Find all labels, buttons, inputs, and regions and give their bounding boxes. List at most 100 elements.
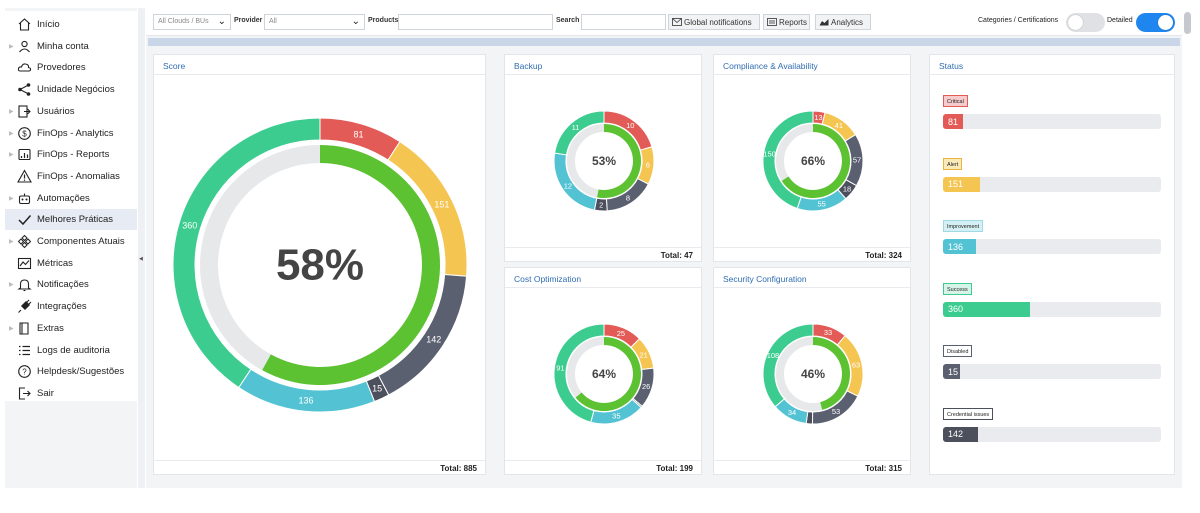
categories-certifications-toggle[interactable] (1066, 13, 1105, 32)
status-progress-fill: 15 (943, 364, 961, 379)
user-login-icon (17, 104, 32, 119)
sidebar-item-finops-reports[interactable]: ▶ FinOps - Reports (5, 144, 137, 165)
sidebar-item-melhores-praticas[interactable]: Melhores Práticas (5, 209, 137, 231)
clouds-bus-select[interactable]: All Clouds / BUs ⌄ (153, 14, 231, 30)
search-input[interactable] (581, 14, 666, 30)
help-icon: ? (17, 364, 32, 379)
list-icon (17, 343, 32, 358)
security-configuration-card: Security Configuration 33 63 53 34 108 46% To… (713, 267, 911, 475)
compliance-donut-chart: 13 41 57 18 55 150 66% (762, 110, 864, 212)
donut-segment-label: 150 (763, 149, 776, 158)
donut-inner-progress (262, 145, 441, 385)
warning-icon (17, 169, 32, 184)
cost-optimization-donut-chart: 25 21 26 35 91 64% (553, 323, 655, 425)
sidebar: Início ▶ Minha conta Provedores Unidade Negó… (5, 8, 137, 488)
products-input[interactable] (398, 14, 553, 30)
compliance-card: Compliance & Availability 13 41 57 18 55 150 6… (713, 54, 911, 262)
reports-button[interactable]: Reports (763, 14, 810, 30)
donut-segment-success[interactable] (762, 110, 814, 210)
scrollbar-thumb[interactable] (1184, 12, 1191, 34)
status-badge-alert: Alert (943, 157, 963, 170)
security-configuration-card-total: Total: 315 (714, 460, 910, 474)
sidebar-item-extras[interactable]: ▶ Extras (5, 318, 137, 339)
sidebar-item-inicio[interactable]: Início (5, 14, 137, 35)
report-icon (17, 147, 32, 162)
donut-segment-success[interactable] (553, 323, 605, 423)
donut-segment-label: 12 (564, 182, 572, 191)
security-configuration-card-title: Security Configuration (714, 268, 910, 288)
provider-select-value: All (269, 18, 277, 25)
dollar-icon: $ (17, 126, 32, 141)
sidebar-item-unidade-negocios[interactable]: Unidade Negócios (5, 79, 137, 100)
sidebar-item-label: Métricas (37, 257, 73, 269)
score-card-title: Score (154, 55, 485, 75)
status-card: Status Critical 81 Alert 151 Improvement 136 S… (929, 54, 1175, 475)
sidebar-item-metricas[interactable]: Métricas (5, 253, 137, 274)
sidebar-item-componentes-atuais[interactable]: ▶ Componentes Atuais (5, 231, 137, 252)
cost-optimization-card: Cost Optimization 25 21 26 35 91 64% Total: 1… (504, 267, 702, 475)
status-badge-success: Success (943, 282, 972, 295)
global-notifications-button[interactable]: Global notifications (668, 14, 760, 30)
donut-segment-label: 2 (599, 200, 603, 209)
area-chart-icon (819, 19, 829, 26)
security-configuration-donut-chart: 33 63 53 34 108 46% (762, 323, 864, 425)
status-badge-credential-issues: Credential issues (943, 407, 994, 420)
sidebar-item-provedores[interactable]: Provedores (5, 57, 137, 78)
donut-segment-label: 15 (372, 383, 382, 393)
sidebar-item-sair[interactable]: Sair (5, 383, 137, 404)
status-badge-improvement: Improvement (943, 220, 984, 232)
toolbar: All Clouds / BUs ⌄ Provider All ⌄ Products… (146, 8, 1182, 36)
status-progress-bar: 151 (943, 176, 1161, 192)
donut-segment-success[interactable] (172, 117, 321, 389)
sidebar-collapse-handle[interactable]: ◀ (138, 8, 145, 488)
categories-certifications-label: Categories / Certifications (978, 17, 1059, 24)
clouds-bus-select-value: All Clouds / BUs (158, 18, 209, 25)
sidebar-item-minha-conta[interactable]: ▶ Minha conta (5, 36, 137, 57)
analytics-label: Analytics (831, 17, 864, 27)
backup-donut-chart: 10 6 8 2 12 11 53% (553, 110, 655, 212)
donut-center-percent: 64% (592, 367, 616, 381)
donut-segment-label: 25 (617, 329, 625, 338)
search-label: Search (556, 17, 580, 24)
sidebar-item-integracoes[interactable]: Integrações (5, 296, 137, 317)
status-progress-bar: 360 (943, 301, 1161, 317)
status-progress-bar: 15 (943, 364, 1161, 379)
robot-icon (17, 191, 32, 206)
expand-caret-icon: ▶ (9, 325, 14, 332)
report-icon (767, 18, 777, 26)
analytics-button[interactable]: Analytics (815, 14, 871, 30)
sidebar-item-notificacoes[interactable]: ▶ Notificações (5, 274, 137, 295)
provider-select[interactable]: All ⌄ (264, 14, 365, 30)
sidebar-item-logs-de-auditoria[interactable]: Logs de auditoria (5, 340, 137, 361)
status-progress-fill: 142 (943, 426, 978, 442)
sidebar-item-usuarios[interactable]: ▶ Usuários (5, 101, 137, 122)
donut-segment-success[interactable] (554, 110, 605, 156)
donut-inner-progress (575, 337, 641, 411)
sidebar-item-label: Minha conta (37, 40, 89, 52)
detailed-toggle[interactable] (1136, 13, 1175, 32)
compliance-card-total: Total: 324 (714, 247, 910, 261)
chevron-down-icon: ⌄ (217, 16, 226, 27)
donut-inner-progress (813, 337, 850, 410)
expand-caret-icon: ▶ (9, 108, 14, 115)
book-icon (17, 321, 32, 336)
donut-segment-label: 41 (835, 121, 843, 130)
sidebar-item-label: Logs de auditoria (37, 344, 110, 356)
donut-segment-label: 18 (843, 184, 851, 193)
sidebar-item-automacoes[interactable]: ▶ Automações (5, 188, 137, 209)
donut-segment-label: 63 (852, 360, 860, 369)
backup-card-title: Backup (505, 55, 701, 75)
sidebar-item-finops-analytics[interactable]: ▶ $ FinOps - Analytics (5, 123, 137, 144)
components-icon (17, 234, 32, 249)
status-badge-disabled: Disabled (943, 345, 973, 357)
donut-inner-progress (597, 124, 641, 198)
sidebar-item-helpdesk-sugestoes[interactable]: ? Helpdesk/Sugestões (5, 361, 137, 382)
sidebar-item-finops-anomalias[interactable]: FinOps - Anomalias (5, 166, 137, 187)
home-icon (17, 17, 32, 32)
donut-segment-label: 53 (832, 407, 840, 416)
donut-segment-success[interactable] (762, 323, 814, 408)
expand-caret-icon: ▶ (9, 195, 14, 202)
donut-segment-label: 360 (182, 221, 197, 231)
cost-optimization-card-total: Total: 199 (505, 460, 701, 474)
expand-caret-icon: ▶ (9, 239, 14, 245)
